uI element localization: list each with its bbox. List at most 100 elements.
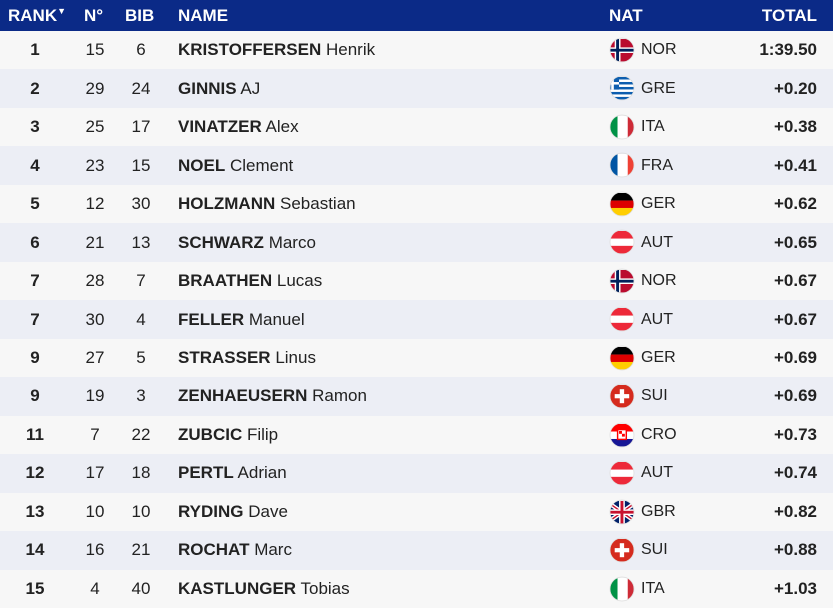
table-row[interactable]: 11 7 22 ZUBCIC Filip CRO +0.73 [0, 415, 833, 455]
table-row[interactable]: 14 16 21 ROCHAT Marc SUI +0.88 [0, 531, 833, 570]
first-name: Ramon [312, 386, 367, 406]
last-name: FELLER [178, 309, 245, 329]
first-name: Manuel [248, 309, 305, 329]
nation-code: GER [641, 195, 676, 213]
flag-austria-icon [609, 229, 635, 255]
flag-italy-icon [609, 114, 635, 140]
bib: 4 [136, 309, 146, 329]
bib: 22 [131, 424, 151, 444]
table-row[interactable]: 9 27 5 STRASSER Linus GER +0.69 [0, 338, 833, 378]
nation-code: CRO [641, 425, 677, 443]
nation-code: GBR [641, 502, 676, 520]
start-number: 4 [90, 578, 100, 598]
total-time: +0.69 [773, 347, 817, 367]
athlete-name[interactable]: KRISTOFFERSEN Henrik [178, 40, 375, 60]
total-time: +0.38 [773, 117, 817, 137]
athlete-name[interactable]: ZENHAEUSERN Ramon [178, 386, 367, 406]
table-row[interactable]: 7 30 4 FELLER Manuel AUT +0.67 [0, 300, 833, 339]
last-name: KASTLUNGER [178, 578, 297, 598]
table-row[interactable]: 2 29 24 GINNIS AJ GRE +0.20 [0, 69, 833, 108]
nation-code: AUT [641, 310, 673, 328]
bib: 40 [131, 578, 151, 598]
flag-switzerland-icon [609, 383, 635, 409]
athlete-name[interactable]: PERTL Adrian [178, 463, 287, 483]
table-row[interactable]: 15 4 40 KASTLUNGER Tobias ITA +1.03 [0, 569, 833, 608]
first-name: Marco [268, 232, 316, 252]
table-row[interactable]: 6 21 13 SCHWARZ Marco AUT +0.65 [0, 223, 833, 262]
flag-france-icon [609, 152, 635, 178]
nation-code: AUT [641, 464, 673, 482]
table-row[interactable]: 5 12 30 HOLZMANN Sebastian GER +0.62 [0, 184, 833, 224]
table-row[interactable]: 1 15 6 KRISTOFFERSEN Henrik NOR 1:39.50 [0, 31, 833, 70]
rank: 6 [30, 232, 40, 252]
rank: 12 [25, 463, 45, 483]
column-total[interactable]: TOTAL [761, 5, 817, 25]
total-time: +0.73 [773, 424, 817, 444]
start-number: 15 [85, 40, 105, 60]
start-number: 27 [85, 347, 105, 367]
flag-greece-icon [609, 75, 635, 101]
total-time: 1:39.50 [759, 40, 817, 60]
first-name: Lucas [276, 271, 323, 291]
rank: 2 [30, 78, 40, 98]
table-row[interactable]: 12 17 18 PERTL Adrian AUT +0.74 [0, 454, 833, 493]
athlete-name[interactable]: VINATZER Alex [178, 117, 299, 137]
first-name: Sebastian [280, 194, 356, 214]
total-time: +0.67 [773, 309, 817, 329]
athlete-name[interactable]: GINNIS AJ [178, 79, 260, 99]
total-time: +0.65 [773, 232, 817, 252]
athlete-name[interactable]: ZUBCIC Filip [178, 425, 278, 445]
athlete-name[interactable]: SCHWARZ Marco [178, 233, 316, 253]
athlete-name[interactable]: ROCHAT Marc [178, 540, 292, 560]
bib: 3 [136, 386, 146, 406]
table-row[interactable]: 13 10 10 RYDING Dave GBR +0.82 [0, 492, 833, 532]
athlete-name[interactable]: BRAATHEN Lucas [178, 271, 322, 291]
athlete-name[interactable]: HOLZMANN Sebastian [178, 194, 356, 214]
table-row[interactable]: 7 28 7 BRAATHEN Lucas NOR +0.67 [0, 261, 833, 301]
nation-code: GRE [641, 79, 676, 97]
athlete-name[interactable]: RYDING Dave [178, 502, 288, 522]
column-bib[interactable]: BIB [125, 5, 155, 25]
total-time: +0.82 [773, 501, 817, 521]
nation-code: ITA [641, 579, 665, 597]
last-name: KRISTOFFERSEN [178, 40, 322, 60]
last-name: STRASSER [178, 347, 271, 367]
bib: 5 [136, 347, 146, 367]
bib: 21 [131, 540, 151, 560]
table-header: RANK▼ N° BIB NAME NAT TOTAL [0, 0, 833, 31]
athlete-name[interactable]: FELLER Manuel [178, 310, 305, 330]
bib: 13 [131, 232, 151, 252]
last-name: ROCHAT [178, 540, 250, 560]
column-no[interactable]: N° [84, 5, 104, 25]
bib: 24 [131, 78, 151, 98]
column-name[interactable]: NAME [178, 5, 229, 25]
athlete-name[interactable]: STRASSER Linus [178, 348, 316, 368]
table-row[interactable]: 4 23 15 NOEL Clement FRA +0.41 [0, 146, 833, 185]
column-nat[interactable]: NAT [609, 5, 643, 25]
last-name: SCHWARZ [178, 232, 264, 252]
nation-code: ITA [641, 118, 665, 136]
bib: 7 [136, 271, 146, 291]
first-name: Filip [246, 424, 279, 444]
last-name: BRAATHEN [178, 271, 273, 291]
flag-germany-icon [609, 345, 635, 371]
table-row[interactable]: 3 25 17 VINATZER Alex ITA +0.38 [0, 107, 833, 147]
athlete-name[interactable]: NOEL Clement [178, 156, 293, 176]
total-time: +0.41 [773, 155, 817, 175]
rank: 5 [30, 194, 40, 214]
nation-code: NOR [641, 272, 677, 290]
flag-germany-icon [609, 191, 635, 217]
total-time: +1.03 [773, 578, 817, 598]
table-row[interactable]: 9 19 3 ZENHAEUSERN Ramon SUI +0.69 [0, 377, 833, 416]
first-name: Alex [265, 117, 299, 137]
start-number: 29 [85, 78, 105, 98]
nation-code: SUI [641, 541, 668, 559]
athlete-name[interactable]: KASTLUNGER Tobias [178, 579, 350, 599]
rank: 13 [25, 501, 45, 521]
start-number: 7 [90, 424, 100, 444]
column-rank[interactable]: RANK▼ [8, 5, 67, 25]
start-number: 10 [85, 501, 105, 521]
rank: 7 [30, 309, 40, 329]
total-time: +0.69 [773, 386, 817, 406]
last-name: VINATZER [178, 117, 262, 137]
